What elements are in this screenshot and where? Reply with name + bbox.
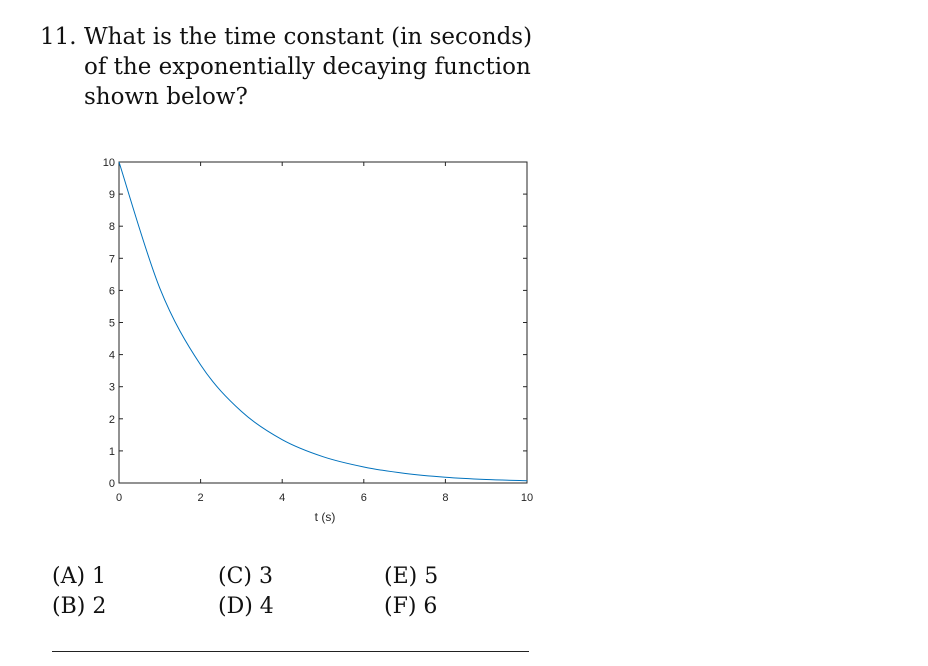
x-tick-label: 6	[361, 492, 367, 504]
question-text: What is the time constant (in seconds) o…	[84, 24, 533, 110]
choice-column-2: (C) 3 (D) 4	[218, 562, 338, 622]
choice-column-1: (A) 1 (B) 2	[52, 562, 172, 622]
data-point	[241, 411, 242, 412]
y-tick-label: 8	[109, 221, 115, 233]
y-tick-label: 10	[103, 157, 115, 169]
data-point	[445, 477, 446, 478]
data-point	[282, 439, 283, 440]
y-tick-label: 4	[109, 350, 115, 362]
y-tick-label: 9	[109, 189, 115, 201]
choice-f[interactable]: (F) 6	[384, 594, 438, 619]
data-point	[118, 161, 119, 162]
choice-d[interactable]: (D) 4	[218, 594, 274, 619]
y-tick-label: 0	[109, 478, 115, 490]
data-point	[322, 456, 323, 457]
data-point	[159, 288, 160, 289]
y-tick-label: 2	[109, 414, 115, 426]
choice-a[interactable]: (A) 1	[52, 564, 107, 589]
x-tick-label: 4	[279, 492, 285, 504]
choice-column-3: (E) 5 (F) 6	[384, 562, 504, 622]
x-tick-label: 2	[198, 492, 204, 504]
data-point	[404, 473, 405, 474]
plot-frame	[118, 161, 528, 484]
x-tick-label: 8	[442, 492, 448, 504]
y-tick-label: 7	[109, 253, 115, 265]
y-tick-label: 1	[109, 446, 115, 458]
series-line-0	[118, 161, 528, 482]
data-point	[486, 479, 487, 480]
data-point	[526, 480, 527, 481]
y-tick-label: 6	[109, 285, 115, 297]
data-point	[363, 466, 364, 467]
answer-rule	[52, 651, 529, 652]
data-point	[200, 364, 201, 365]
x-axis-label: t (s)	[315, 510, 336, 524]
choice-b[interactable]: (B) 2	[52, 594, 107, 619]
y-tick-label: 5	[109, 318, 115, 330]
x-tick-label: 10	[521, 492, 533, 504]
x-tick-label: 0	[116, 492, 122, 504]
choice-c[interactable]: (C) 3	[218, 564, 273, 589]
question-number: 11.	[40, 24, 77, 50]
y-tick-label: 3	[109, 382, 115, 394]
choice-e[interactable]: (E) 5	[384, 564, 439, 589]
